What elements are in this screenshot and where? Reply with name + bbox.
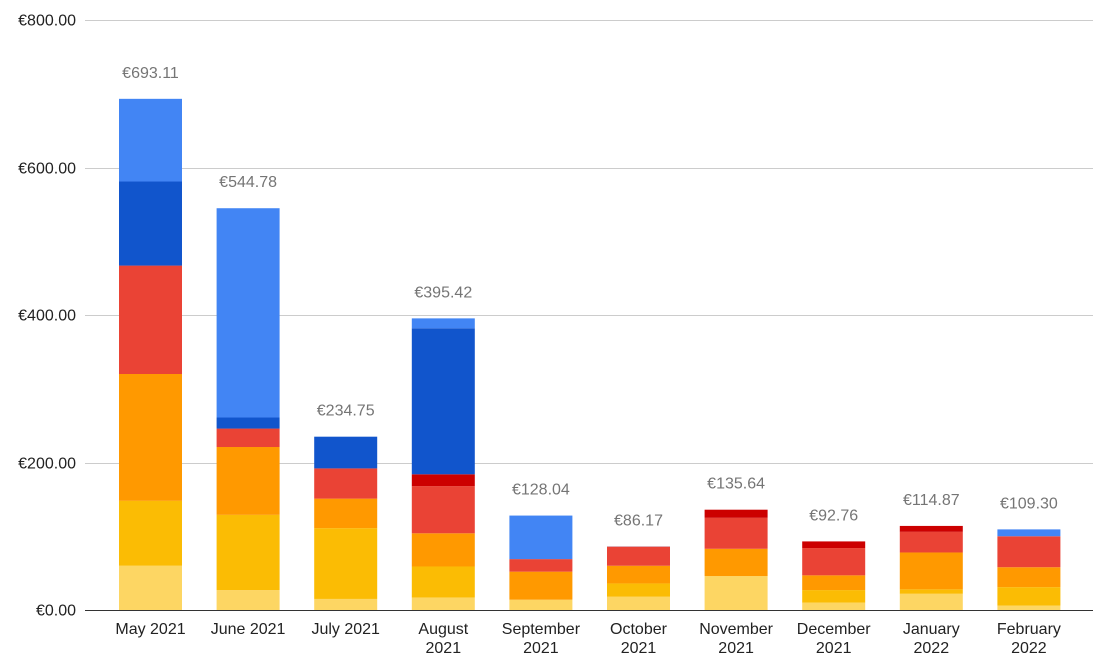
bar-segment[interactable] — [119, 374, 182, 501]
bar-segment[interactable] — [411, 318, 475, 329]
bar-segment[interactable] — [119, 265, 182, 374]
bar-segment[interactable] — [119, 181, 182, 266]
bar-total-label: €234.75 — [317, 403, 375, 420]
x-tick-label: 2022 — [1011, 640, 1047, 657]
bar-segment[interactable] — [899, 525, 963, 532]
bar-segment[interactable] — [411, 566, 475, 598]
bar-segment[interactable] — [216, 417, 280, 429]
y-tick-label: €0.00 — [36, 603, 76, 620]
bar-segment[interactable] — [607, 546, 670, 566]
bar-segment[interactable] — [216, 447, 280, 515]
bar-total-label: €86.17 — [614, 512, 663, 529]
bar-segment[interactable] — [119, 565, 182, 610]
x-tick-label: June 2021 — [211, 621, 286, 638]
x-tick-label: February — [997, 621, 1061, 638]
bar-segment[interactable] — [411, 328, 475, 475]
bar-segment[interactable] — [899, 552, 963, 590]
bar-total-label: €114.87 — [903, 492, 960, 509]
bar-segment[interactable] — [607, 583, 670, 597]
x-tick-label: January — [903, 621, 960, 638]
x-tick-label: 2022 — [914, 640, 950, 657]
bar-segment[interactable] — [997, 605, 1061, 610]
bar-segment[interactable] — [997, 587, 1061, 606]
bar-segment[interactable] — [607, 596, 670, 610]
bar-segment[interactable] — [899, 593, 963, 610]
y-tick-label: €200.00 — [18, 456, 76, 473]
x-tick-label: August — [418, 621, 468, 638]
x-tick-label: September — [502, 621, 581, 638]
bar-segment[interactable] — [997, 529, 1061, 537]
bar-total-label: €92.76 — [809, 507, 858, 524]
bar-segment[interactable] — [411, 474, 475, 487]
y-tick-label: €600.00 — [18, 161, 76, 178]
bar-segment[interactable] — [704, 576, 768, 610]
x-tick-label: 2021 — [816, 640, 852, 657]
bar-total-label: €693.11 — [122, 65, 179, 82]
y-tick-label: €800.00 — [18, 13, 76, 30]
bar-segment[interactable] — [802, 602, 866, 610]
bar-segment[interactable] — [899, 589, 963, 594]
y-tick-label: €400.00 — [18, 308, 76, 325]
bar-segment[interactable] — [314, 528, 378, 599]
bar-segment[interactable] — [314, 468, 378, 499]
bar-segment[interactable] — [411, 597, 475, 610]
bar-segment[interactable] — [704, 509, 768, 518]
bar-total-label: €395.42 — [414, 284, 472, 301]
x-tick-label: 2021 — [718, 640, 754, 657]
bar-segment[interactable] — [216, 428, 280, 448]
bar-total-label: €135.64 — [707, 476, 765, 493]
bar-total-label: €544.78 — [219, 174, 277, 191]
bar-segment[interactable] — [411, 533, 475, 567]
bar-segment[interactable] — [509, 599, 573, 610]
x-tick-label: 2021 — [621, 640, 657, 657]
bar-segment[interactable] — [216, 590, 280, 610]
x-tick-label: 2021 — [523, 640, 559, 657]
x-tick-label: May 2021 — [115, 621, 185, 638]
bar-total-label: €109.30 — [1000, 495, 1058, 512]
x-tick-label: 2021 — [426, 640, 462, 657]
bar-segment[interactable] — [509, 559, 573, 572]
labels: €0.00 €200.00 €400.00 €600.00 €800.00 €693.11… — [18, 13, 1061, 658]
bar-segment[interactable] — [509, 515, 573, 560]
bar-segment[interactable] — [607, 565, 670, 584]
bar-segment[interactable] — [314, 598, 378, 610]
bar-segment[interactable] — [314, 436, 378, 469]
bar-total-label: €128.04 — [512, 482, 570, 499]
bar-segment[interactable] — [509, 571, 573, 600]
x-tick-label: December — [797, 621, 871, 638]
bar-segment[interactable] — [802, 590, 866, 603]
bar-segment[interactable] — [802, 575, 866, 591]
bar-segment[interactable] — [119, 500, 182, 566]
bar-segment[interactable] — [704, 548, 768, 577]
bar-segment[interactable] — [997, 567, 1061, 588]
x-tick-label: July 2021 — [311, 621, 380, 638]
bars — [119, 98, 1061, 610]
x-tick-label: November — [699, 621, 773, 638]
x-tick-label: October — [610, 621, 668, 638]
bar-segment[interactable] — [997, 536, 1061, 568]
bar-segment[interactable] — [119, 98, 182, 182]
bar-segment[interactable] — [899, 531, 963, 553]
bar-segment[interactable] — [216, 514, 280, 591]
bar-segment[interactable] — [704, 517, 768, 549]
bar-segment[interactable] — [314, 498, 378, 529]
bar-segment[interactable] — [802, 541, 866, 549]
bar-segment[interactable] — [802, 548, 866, 576]
bar-segment[interactable] — [411, 486, 475, 534]
bar-segment[interactable] — [216, 208, 280, 418]
